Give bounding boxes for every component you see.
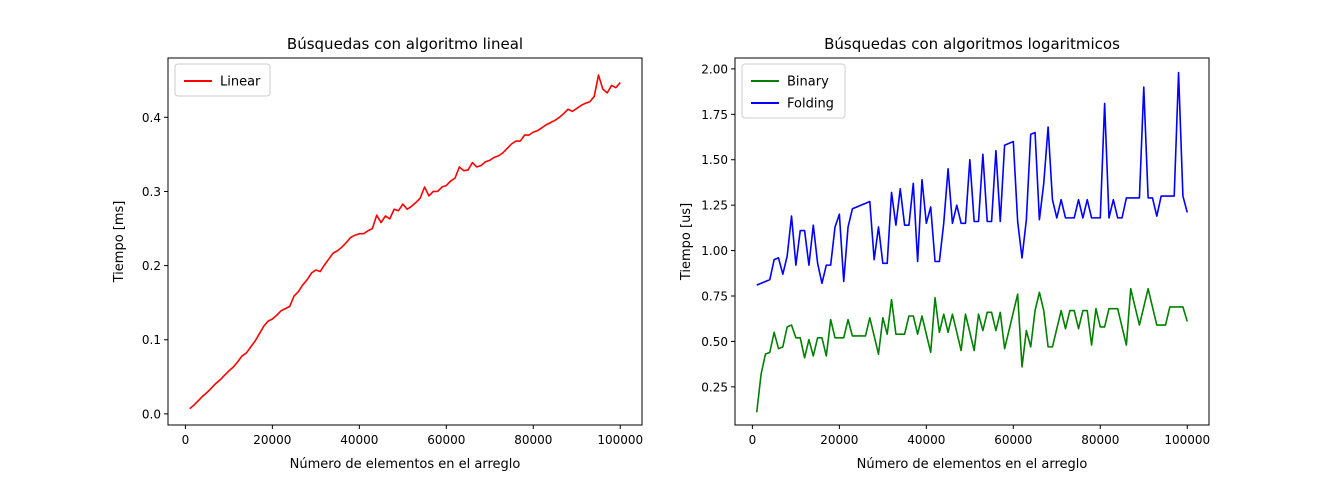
x-tick-label: 100000 bbox=[1164, 433, 1210, 447]
x-tick-label: 20000 bbox=[820, 433, 858, 447]
x-tick-label: 40000 bbox=[340, 433, 378, 447]
y-axis-label: Tiempo [us] bbox=[679, 203, 694, 281]
ticks-layer: 0 20000 40000 60000 80000 100000 0.25 0.50 0.75 1… bbox=[701, 62, 1210, 447]
y-tick-label: 1.75 bbox=[701, 108, 728, 122]
y-tick-label: 1.50 bbox=[701, 153, 728, 167]
plot-area-frame bbox=[734, 57, 1210, 426]
y-tick-label: 2.00 bbox=[701, 62, 728, 76]
legend: Linear bbox=[174, 63, 271, 97]
chart-title: Búsquedas con algoritmos logaritmicos bbox=[824, 35, 1120, 53]
series-line-binary bbox=[755, 287, 1189, 413]
x-tick-label: 100000 bbox=[597, 433, 643, 447]
legend-label-binary: Binary bbox=[787, 75, 829, 90]
legend-entry-folding: Folding bbox=[751, 97, 834, 112]
chart-title: Búsquedas con algoritmo lineal bbox=[287, 35, 523, 53]
x-tick-label: 0 bbox=[749, 433, 757, 447]
linear-search-chart: Búsquedas con algoritmo lineal Número de… bbox=[112, 35, 643, 472]
x-axis-label: Número de elementos en el arreglo bbox=[290, 457, 521, 472]
log-search-chart: Búsquedas con algoritmos logaritmicos Nú… bbox=[679, 35, 1210, 472]
series-layer bbox=[189, 74, 621, 410]
x-axis-label: Número de elementos en el arreglo bbox=[857, 457, 1088, 472]
x-tick-label: 60000 bbox=[994, 433, 1032, 447]
y-tick-label: 0.0 bbox=[142, 407, 161, 421]
series-line-linear bbox=[189, 74, 621, 410]
series-layer bbox=[755, 71, 1189, 413]
legend-box bbox=[741, 63, 846, 119]
plot-area-frame bbox=[167, 57, 643, 426]
y-tick-label: 0.4 bbox=[142, 111, 161, 125]
y-tick-label: 0.1 bbox=[142, 333, 161, 347]
y-tick-label: 1.25 bbox=[701, 199, 728, 213]
x-tick-label: 80000 bbox=[514, 433, 552, 447]
ticks-layer: 0 20000 40000 60000 80000 100000 0.0 0.1 0.2 0.3 0… bbox=[142, 111, 643, 447]
x-tick-label: 60000 bbox=[427, 433, 465, 447]
y-tick-label: 0.25 bbox=[701, 380, 728, 394]
legend: Binary Folding bbox=[741, 63, 846, 119]
legend-box bbox=[174, 63, 271, 97]
legend-entry-binary: Binary bbox=[751, 75, 829, 90]
y-tick-label: 0.3 bbox=[142, 185, 161, 199]
x-tick-label: 20000 bbox=[253, 433, 291, 447]
x-tick-label: 40000 bbox=[907, 433, 945, 447]
y-tick-label: 0.50 bbox=[701, 335, 728, 349]
y-tick-label: 0.75 bbox=[701, 290, 728, 304]
series-line-folding bbox=[756, 71, 1189, 286]
y-tick-label: 0.2 bbox=[142, 259, 161, 273]
x-tick-label: 80000 bbox=[1081, 433, 1119, 447]
y-tick-label: 1.00 bbox=[701, 244, 728, 258]
legend-label-folding: Folding bbox=[787, 97, 834, 112]
legend-label-linear: Linear bbox=[220, 75, 261, 90]
legend-entry-linear: Linear bbox=[184, 75, 261, 90]
x-tick-label: 0 bbox=[182, 433, 190, 447]
y-axis-label: Tiempo [ms] bbox=[112, 201, 127, 284]
